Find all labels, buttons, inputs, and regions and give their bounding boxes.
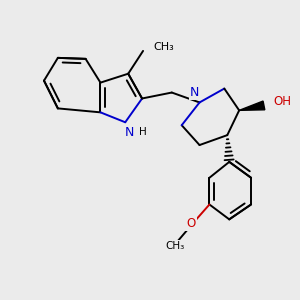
Text: N: N (124, 126, 134, 139)
Text: CH₃: CH₃ (153, 42, 174, 52)
Text: O: O (186, 217, 195, 230)
Text: CH₃: CH₃ (165, 241, 184, 251)
Text: OH: OH (274, 95, 292, 108)
Polygon shape (239, 101, 265, 110)
Text: N: N (190, 86, 199, 99)
Text: H: H (139, 127, 147, 137)
